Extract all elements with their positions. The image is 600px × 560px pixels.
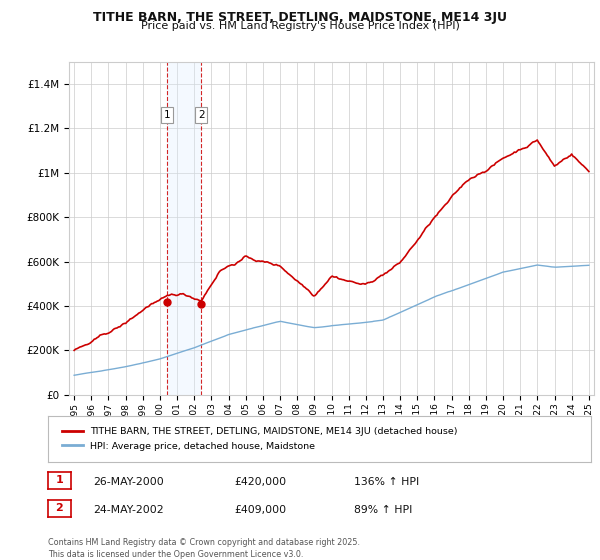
Text: £420,000: £420,000 xyxy=(234,477,286,487)
Text: Price paid vs. HM Land Registry's House Price Index (HPI): Price paid vs. HM Land Registry's House … xyxy=(140,21,460,31)
Text: 24-MAY-2002: 24-MAY-2002 xyxy=(93,505,164,515)
Text: 1: 1 xyxy=(56,475,63,486)
Text: 26-MAY-2000: 26-MAY-2000 xyxy=(93,477,164,487)
Text: TITHE BARN, THE STREET, DETLING, MAIDSTONE, ME14 3JU: TITHE BARN, THE STREET, DETLING, MAIDSTO… xyxy=(93,11,507,24)
Text: 2: 2 xyxy=(56,503,63,514)
Bar xyxy=(167,62,201,395)
Text: 2: 2 xyxy=(198,110,205,120)
Text: £409,000: £409,000 xyxy=(234,505,286,515)
Text: 89% ↑ HPI: 89% ↑ HPI xyxy=(354,505,412,515)
Text: Contains HM Land Registry data © Crown copyright and database right 2025.
This d: Contains HM Land Registry data © Crown c… xyxy=(48,538,360,559)
Legend: TITHE BARN, THE STREET, DETLING, MAIDSTONE, ME14 3JU (detached house), HPI: Aver: TITHE BARN, THE STREET, DETLING, MAIDSTO… xyxy=(58,424,461,454)
Text: 1: 1 xyxy=(163,110,170,120)
Text: 136% ↑ HPI: 136% ↑ HPI xyxy=(354,477,419,487)
